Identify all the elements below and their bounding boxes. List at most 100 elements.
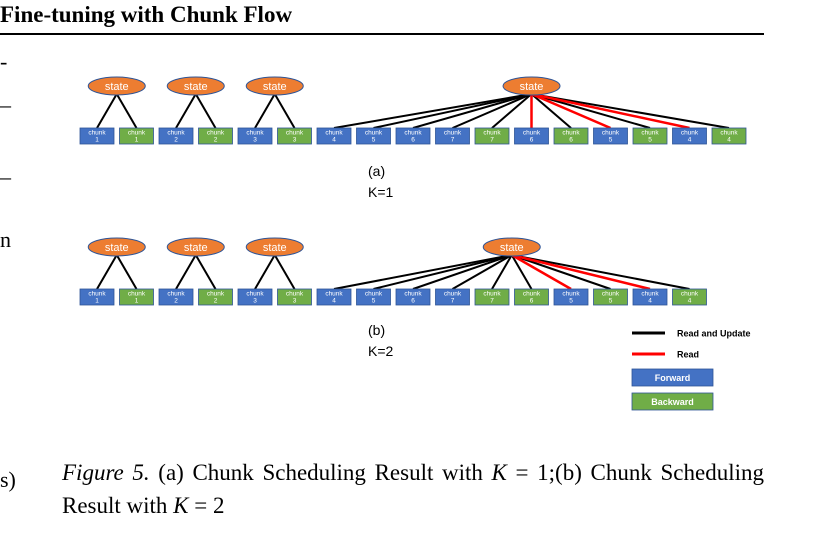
panel-b-chunk-number: 2 (214, 298, 218, 305)
panel-a-chunk-backward (474, 127, 510, 145)
panel-b-chunk-backward (514, 288, 549, 306)
panel-a-state-node (87, 76, 146, 96)
panel-b-chunk-backward (672, 288, 707, 306)
panel-a-read-update-edge (115, 93, 138, 129)
panel-b-state-node (166, 237, 225, 257)
panel-b-chunk-label: chunk (641, 291, 659, 298)
panel-b-chunk-forward (158, 288, 194, 306)
panel-b-chunk-backward (277, 288, 312, 306)
panel-a-chunk-label: chunk (286, 130, 304, 137)
panel-a-chunk-forward (395, 127, 431, 145)
panel-a-chunk-backward (711, 127, 747, 145)
panel-b-state-label: state (500, 242, 524, 254)
legend-box-label: Forward (655, 373, 691, 383)
panel-a-chunk-label: chunk (325, 130, 343, 137)
panel-a-chunk-forward (158, 127, 194, 145)
panel-a-chunk-forward (316, 127, 352, 145)
panel-b-chunk-label: chunk (207, 291, 225, 298)
legend-box (631, 368, 714, 387)
panel-b-chunk-number: 6 (530, 298, 534, 305)
panel-a-read-edge (531, 92, 611, 130)
panel-a-state-label: state (520, 81, 544, 93)
panel-a-chunk-label: chunk (128, 130, 146, 137)
panel-a-chunk-number: 5 (372, 137, 376, 144)
panel-b-chunk-number: 4 (688, 298, 692, 305)
panel-a-read-update-edge (333, 93, 532, 129)
panel-b-state-label: state (263, 242, 287, 254)
panel-a-label: (a) (368, 163, 385, 179)
panel-b-chunk-forward (632, 288, 668, 306)
panel-a-chunk-number: 5 (609, 137, 613, 144)
panel-b-chunk-backward (119, 288, 154, 306)
panel-a-chunk-forward (237, 127, 273, 145)
panel-b-chunk-label: chunk (88, 291, 106, 298)
panel-b-chunk-number: 3 (253, 298, 257, 305)
panel-a-k-value: K=1 (368, 184, 394, 200)
panel-a-read-update-edge (373, 93, 532, 129)
panel-b-chunk-label: chunk (246, 291, 264, 298)
panel-a-chunk-label: chunk (681, 130, 699, 137)
panel-b-chunk-number: 1 (135, 298, 139, 305)
panel-b-chunk-number: 5 (569, 298, 573, 305)
panel-b-chunk-number: 6 (411, 298, 415, 305)
caption-equation-b: = 2 (188, 493, 225, 518)
panel-b-chunk-number: 4 (332, 298, 336, 305)
panel-b-state-label: state (184, 242, 208, 254)
legend-box (631, 392, 714, 411)
panel-b-chunk-forward (237, 288, 273, 306)
panel-b-k-value: K=2 (368, 343, 394, 359)
panel-a-read-update-edge (96, 93, 118, 129)
panel-a-read-update-edge (531, 93, 730, 129)
panel-b-read-update-edge (511, 254, 690, 290)
panel-a-read-update-edge (491, 93, 533, 129)
legend-label: Read (677, 350, 699, 360)
panel-b-read-update-edge (254, 254, 276, 290)
panel-b-state-node (245, 237, 304, 257)
panel-b-chunk-number: 5 (372, 298, 376, 305)
panel-a-chunk-number: 2 (214, 137, 218, 144)
panel-b-state-node (482, 237, 541, 257)
panel-a-read-edge (531, 92, 690, 130)
panel-a-chunk-number: 5 (648, 137, 652, 144)
panel-b-state-label: state (105, 242, 129, 254)
panel-a-chunk-number: 7 (490, 137, 494, 144)
panel-a-read-update-edge (412, 93, 532, 129)
caption-equation-a: = 1; (506, 460, 556, 485)
panel-a-chunk-forward (435, 127, 470, 145)
panel-a-chunk-label: chunk (602, 130, 620, 137)
figure-number: Figure 5. (62, 460, 150, 485)
panel-a-chunk-number: 7 (451, 137, 455, 144)
panel-a-chunk-label: chunk (444, 130, 462, 137)
panel-b-chunk-number: 4 (648, 298, 652, 305)
panel-b-chunk-forward (395, 288, 431, 306)
panel-a-read-update-edge (531, 93, 651, 129)
panel-a-chunk-number: 1 (135, 137, 139, 144)
panel-b-chunk-number: 5 (609, 298, 613, 305)
panel-a-chunk-number: 6 (411, 137, 415, 144)
panel-a-chunk-number: 4 (332, 137, 336, 144)
panel-b-read-update-edge (96, 254, 118, 290)
panel-a-state-label: state (105, 81, 129, 93)
panel-a-chunk-forward (593, 127, 628, 145)
panel-b-chunk-label: chunk (325, 291, 343, 298)
panel-a-chunk-label: chunk (562, 130, 580, 137)
panel-b-chunk-backward (474, 288, 510, 306)
header-rule (0, 33, 764, 35)
left-column-fragment: n (0, 227, 11, 252)
panel-a-chunk-number: 2 (174, 137, 178, 144)
caption-variable: K (173, 493, 189, 518)
panel-b-read-update-edge (491, 254, 513, 290)
panel-b-chunk-label: chunk (523, 291, 541, 298)
panel-a-state-node (245, 76, 304, 96)
panel-b-chunk-label: chunk (167, 291, 185, 298)
panel-a-chunk-label: chunk (720, 130, 738, 137)
panel-b-chunk-label: chunk (562, 291, 580, 298)
panel-b-chunk-label: chunk (404, 291, 422, 298)
panel-a-read-update-edge (194, 93, 217, 129)
panel-b-read-update-edge (412, 254, 513, 290)
panel-b-read-update-edge (452, 254, 513, 290)
panel-b-chunk-number: 7 (451, 298, 455, 305)
panel-a-read-update-edge (273, 93, 296, 129)
panel-b-read-update-edge (511, 254, 611, 290)
left-column-fragment: – (0, 164, 11, 189)
